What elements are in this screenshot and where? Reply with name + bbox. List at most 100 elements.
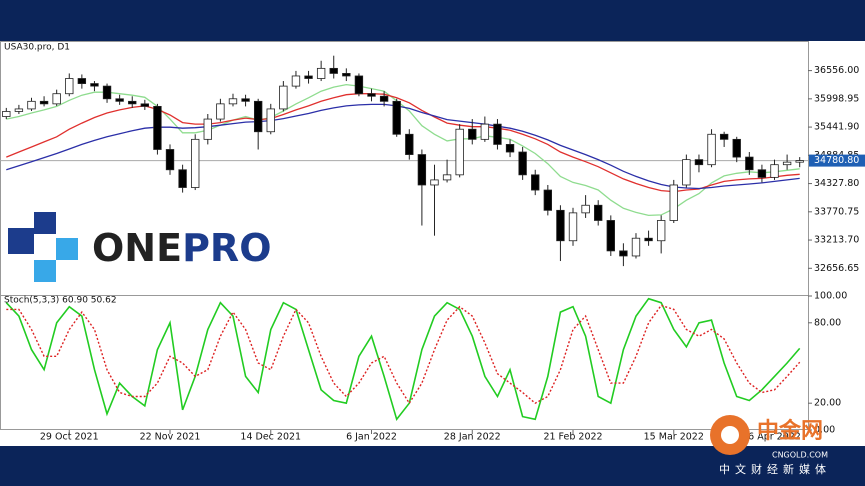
candle-body bbox=[656, 220, 666, 242]
candle-body bbox=[556, 209, 565, 242]
y-tick-label: 36556.00 bbox=[814, 65, 859, 76]
candle-body bbox=[178, 169, 187, 188]
candle-body bbox=[707, 133, 716, 166]
candle-body bbox=[241, 98, 250, 102]
wm-site: CNGOLD.COM bbox=[772, 451, 828, 460]
candle-body bbox=[379, 95, 389, 102]
candle-body bbox=[128, 100, 137, 105]
candle-body bbox=[430, 179, 439, 186]
y-tick-label: 33770.75 bbox=[814, 206, 859, 217]
candle-body bbox=[543, 189, 553, 211]
y-tick-label: 33213.70 bbox=[814, 235, 859, 246]
candle-body bbox=[90, 83, 99, 87]
y-tick-label: 35441.90 bbox=[814, 122, 859, 133]
candle-body bbox=[732, 138, 741, 158]
candle-body bbox=[266, 108, 275, 133]
candle-body bbox=[694, 159, 704, 166]
candle-body bbox=[745, 156, 754, 171]
stoch-panel bbox=[0, 295, 809, 430]
logo-text: PRO bbox=[182, 226, 271, 270]
candle-body bbox=[594, 204, 603, 221]
moving-average bbox=[6, 83, 800, 217]
candle-body bbox=[468, 128, 477, 140]
candle-body bbox=[719, 133, 729, 140]
candle-body bbox=[568, 212, 578, 242]
x-tick-label: 29 Oct 2021 bbox=[40, 432, 99, 443]
stoch-tick-label: 20.00 bbox=[814, 398, 841, 409]
candle-body bbox=[518, 151, 527, 176]
candle-body bbox=[153, 105, 162, 150]
x-tick-label: 15 Mar 2022 bbox=[644, 432, 704, 443]
stoch-title: Stoch(5,3,3) 60.90 50.62 bbox=[4, 296, 117, 306]
candle-body bbox=[253, 100, 263, 133]
svg-text:ONEPRO: ONEPRO bbox=[92, 226, 272, 270]
candle-body bbox=[140, 103, 150, 107]
candle-body bbox=[782, 161, 792, 166]
y-tick-label: 35998.95 bbox=[814, 93, 859, 104]
candle-body bbox=[14, 108, 24, 112]
chart-title: USA30.pro, D1 bbox=[4, 43, 70, 53]
candle-body bbox=[52, 93, 61, 105]
last-price-label: 34780.80 bbox=[814, 155, 859, 166]
candle-body bbox=[115, 98, 124, 102]
candle-body bbox=[392, 100, 401, 135]
wm-name: 中金网 bbox=[757, 418, 823, 444]
x-tick-label: 22 Nov 2021 bbox=[140, 432, 201, 443]
candle-body bbox=[631, 237, 641, 257]
candle-body bbox=[354, 75, 364, 95]
x-tick-label: 6 Jan 2022 bbox=[346, 432, 397, 443]
watermark: 中金网 CNGOLD.COM 中文财经新媒体 bbox=[710, 415, 831, 476]
candle-body bbox=[669, 184, 678, 221]
candle-body bbox=[606, 220, 615, 252]
y-tick-label: 32656.65 bbox=[814, 263, 859, 274]
candle-body bbox=[191, 138, 200, 188]
moving-average bbox=[6, 93, 800, 193]
candle-body bbox=[644, 237, 653, 242]
y-tick-label: 34327.80 bbox=[814, 178, 859, 189]
candle-body bbox=[216, 103, 225, 120]
plot: 32656.6533213.7033770.7534327.8034884.85… bbox=[0, 55, 865, 443]
top-band bbox=[0, 0, 865, 41]
candle-body bbox=[619, 250, 628, 257]
stoch-line bbox=[5, 297, 801, 422]
candle-body bbox=[417, 154, 427, 186]
candle-body bbox=[505, 144, 515, 153]
candle-body bbox=[405, 133, 414, 155]
candle-body bbox=[442, 174, 452, 181]
candle-body bbox=[682, 159, 691, 186]
candle-body bbox=[27, 100, 36, 110]
candle-body bbox=[316, 67, 326, 79]
x-tick-label: 28 Jan 2022 bbox=[444, 432, 501, 443]
x-tick-label: 21 Feb 2022 bbox=[543, 432, 602, 443]
candle-body bbox=[65, 78, 74, 95]
candle-body bbox=[2, 111, 11, 117]
candle-body bbox=[279, 85, 288, 110]
wm-tagline: 中文财经新媒体 bbox=[719, 462, 831, 476]
last-price-box bbox=[809, 154, 865, 167]
candle-body bbox=[304, 75, 313, 79]
onepro-logo: ONEPRO bbox=[8, 212, 272, 282]
candle-body bbox=[291, 75, 301, 87]
candle-body bbox=[165, 149, 175, 171]
x-tick-label: 14 Dec 2021 bbox=[240, 432, 301, 443]
candle-body bbox=[102, 85, 112, 100]
stoch-tick-label: 100.00 bbox=[814, 291, 847, 302]
candle-body bbox=[480, 123, 490, 140]
candle-body bbox=[329, 67, 338, 74]
candle-body bbox=[795, 160, 804, 163]
stoch-tick-label: 80.00 bbox=[814, 317, 841, 328]
candle-body bbox=[203, 118, 212, 140]
candle-body bbox=[531, 174, 540, 191]
candle-body bbox=[228, 98, 238, 105]
x-tick-label: 6 Apr 2022 bbox=[748, 432, 801, 443]
candle-body bbox=[581, 204, 590, 214]
candle-body bbox=[342, 73, 351, 77]
candle-body bbox=[77, 78, 87, 84]
logo-text: ONE bbox=[92, 226, 182, 270]
stoch-tick-label: 0.00 bbox=[814, 425, 835, 436]
candle-body bbox=[757, 169, 767, 178]
candle-body bbox=[493, 123, 502, 145]
candle-body bbox=[367, 93, 376, 97]
